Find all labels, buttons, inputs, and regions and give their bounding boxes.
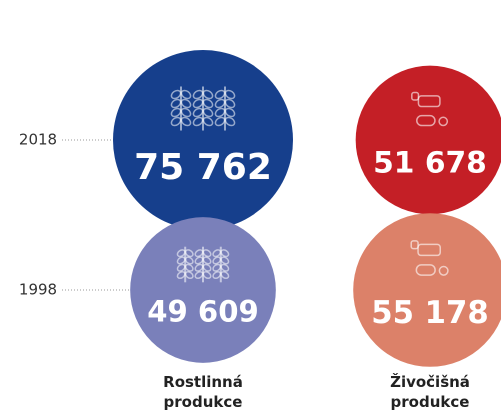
value-label: 51 678 [373,145,487,180]
icon-grain [180,116,192,127]
bubble [355,65,501,215]
icon-grain [212,270,222,280]
icon-grain [176,256,186,265]
icon-grain [180,107,192,118]
icon-cow-head [410,240,419,250]
bubble [130,217,276,363]
icon-grain [192,89,204,100]
icon-grain [202,270,212,280]
icon-grain [202,249,212,258]
icon-grain [202,116,214,127]
icon [176,246,230,283]
icon-grain [170,116,182,127]
icon-grain [202,107,214,118]
icon-grain [194,256,204,265]
icon-grain [214,116,226,127]
icon-grain [176,249,186,258]
icon-grain [176,263,186,272]
icon [411,91,449,127]
icon-pig [415,264,436,276]
icon-grain [184,249,194,258]
icon-grain [214,89,226,100]
icon-grain [214,107,226,118]
icon-grain [202,263,212,272]
icon-cow [417,243,441,257]
icon-grain [220,249,230,258]
icon-grain [224,98,236,109]
icon-grain [220,263,230,272]
icon-grain [194,270,204,280]
icon-grain [220,270,230,280]
icon-grain [202,256,212,265]
year-label: 1998 [19,281,57,299]
year-label: 2018 [19,131,57,149]
icon-grain [170,107,182,118]
value-label: 75 762 [134,147,272,188]
icon-hen [438,265,449,276]
value-label: 49 609 [147,294,258,328]
icon-cow-head [411,91,420,101]
icon-grain [212,249,222,258]
icon-grain [192,116,204,127]
icon [170,86,236,131]
icon-cow [417,95,441,108]
icon-grain [194,263,204,272]
bubble [353,213,501,367]
icon-grain [170,98,182,109]
value-label: 55 178 [371,295,489,331]
category-label: Rostlinná produkce [163,373,243,411]
icon-grain [202,89,214,100]
icon-grain [214,98,226,109]
icon-grain [194,249,204,258]
icon-grain [224,89,236,100]
category-label: Živočišná produkce [390,373,470,411]
icon-grain [184,263,194,272]
icon-grain [170,89,182,100]
icon-grain [220,256,230,265]
icon-grain [176,270,186,280]
icon-grain [192,98,204,109]
icon-pig [416,114,436,127]
icon-grain [184,270,194,280]
icon [410,240,449,276]
icon-grain [202,98,214,109]
icon-grain [180,98,192,109]
icon-grain [224,116,236,127]
icon-grain [212,263,222,272]
icon-grain [212,256,222,265]
icon-hen [438,116,449,127]
icon-grain [192,107,204,118]
bubble [113,50,293,230]
icon-grain [180,89,192,100]
icon-grain [184,256,194,265]
icon-grain [224,107,236,118]
